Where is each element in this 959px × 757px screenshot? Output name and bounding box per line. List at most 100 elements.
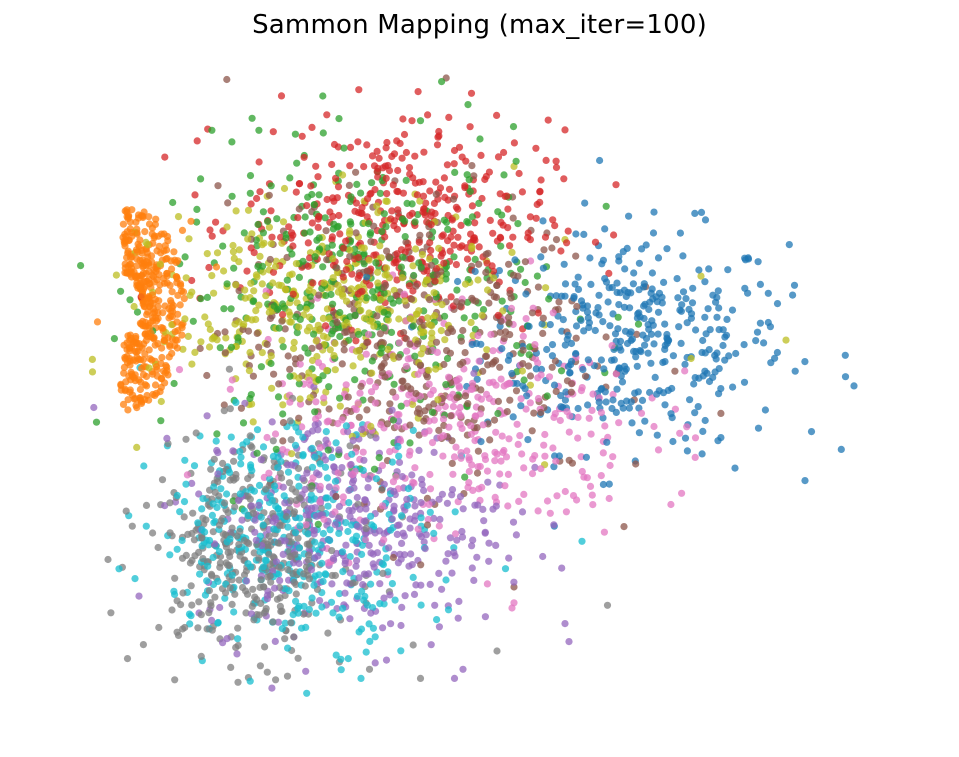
scatter-point	[160, 336, 168, 344]
scatter-point	[380, 536, 388, 544]
scatter-point	[621, 265, 629, 273]
scatter-point	[477, 438, 485, 446]
scatter-point	[424, 314, 432, 322]
scatter-point	[124, 406, 132, 414]
scatter-point	[338, 464, 346, 472]
scatter-point	[471, 412, 479, 420]
scatter-point	[489, 229, 497, 237]
scatter-point	[506, 289, 514, 298]
scatter-point	[203, 412, 211, 420]
scatter-point	[274, 464, 282, 472]
scatter-point	[142, 336, 150, 345]
scatter-point	[405, 391, 413, 399]
scatter-point	[602, 398, 610, 406]
scatter-point	[385, 544, 393, 552]
scatter-point	[360, 517, 368, 525]
scatter-point	[248, 230, 256, 238]
scatter-point	[722, 331, 731, 339]
scatter-point	[542, 156, 550, 164]
scatter-point	[366, 637, 374, 646]
scatter-point	[485, 557, 493, 565]
scatter-point	[263, 668, 271, 676]
scatter-point	[363, 267, 371, 275]
scatter-point	[431, 311, 439, 320]
scatter-point	[498, 211, 506, 219]
scatter-point	[415, 405, 423, 413]
scatter-point	[518, 508, 527, 516]
scatter-point	[244, 475, 252, 483]
scatter-point	[387, 215, 395, 223]
scatter-point	[538, 320, 546, 328]
scatter-point	[518, 450, 526, 458]
scatter-point	[329, 274, 337, 282]
scatter-point	[179, 345, 187, 353]
scatter-point	[724, 266, 732, 274]
scatter-point	[161, 242, 169, 250]
scatter-point	[438, 232, 446, 240]
scatter-point	[257, 513, 265, 521]
scatter-point	[136, 385, 144, 394]
scatter-point	[295, 374, 303, 382]
scatter-point	[251, 528, 259, 536]
scatter-point	[404, 485, 412, 493]
scatter-point	[385, 253, 393, 261]
scatter-point	[528, 309, 537, 317]
scatter-point	[324, 629, 332, 637]
scatter-point	[574, 413, 582, 421]
scatter-point	[390, 487, 398, 495]
scatter-point	[278, 336, 286, 344]
scatter-point	[366, 377, 374, 385]
scatter-point	[134, 347, 142, 355]
scatter-point	[841, 351, 849, 359]
scatter-point	[524, 229, 532, 237]
scatter-point	[335, 590, 344, 598]
scatter-point	[485, 299, 493, 307]
scatter-point	[605, 494, 613, 503]
scatter-point	[193, 218, 201, 226]
scatter-point	[521, 258, 530, 266]
scatter-point	[343, 319, 351, 327]
scatter-point	[425, 417, 433, 425]
scatter-point	[253, 449, 261, 457]
scatter-point	[551, 357, 560, 365]
scatter-point	[741, 284, 749, 292]
scatter-point	[407, 550, 415, 558]
scatter-point	[255, 501, 263, 509]
scatter-point	[481, 452, 489, 460]
scatter-point	[266, 255, 274, 264]
scatter-point	[463, 218, 471, 226]
scatter-point	[630, 347, 638, 355]
scatter-point	[138, 212, 146, 220]
scatter-point	[475, 357, 483, 365]
scatter-point	[296, 354, 305, 362]
scatter-point	[239, 583, 247, 592]
scatter-point	[481, 529, 489, 537]
scatter-point	[489, 347, 497, 355]
scatter-point	[337, 666, 345, 674]
scatter-point	[692, 326, 700, 334]
scatter-point	[222, 334, 230, 342]
scatter-point	[295, 544, 303, 552]
scatter-point	[667, 410, 675, 418]
scatter-point	[332, 439, 340, 447]
scatter-point	[561, 280, 570, 288]
scatter-point	[234, 678, 242, 686]
scatter-point	[431, 209, 439, 218]
scatter-point	[278, 317, 286, 325]
scatter-point	[663, 245, 671, 253]
scatter-point	[555, 452, 564, 460]
scatter-point	[625, 212, 633, 220]
scatter-point	[284, 566, 292, 574]
scatter-point	[195, 490, 203, 498]
scatter-point	[430, 289, 438, 297]
scatter-point	[642, 241, 650, 249]
scatter-point	[198, 505, 206, 513]
scatter-point	[369, 604, 377, 612]
scatter-point	[679, 252, 687, 260]
scatter-point	[252, 271, 260, 279]
scatter-point	[270, 525, 278, 533]
scatter-point	[194, 519, 202, 527]
scatter-point	[719, 341, 727, 350]
scatter-point	[698, 348, 706, 357]
scatter-point	[650, 208, 658, 216]
